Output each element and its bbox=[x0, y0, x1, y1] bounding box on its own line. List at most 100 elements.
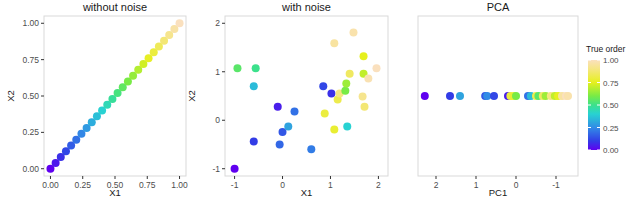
y-tick bbox=[41, 132, 44, 133]
point bbox=[233, 64, 241, 72]
point bbox=[564, 92, 572, 100]
panel-title: without noise bbox=[82, 1, 147, 13]
color-bar-tick bbox=[597, 150, 600, 151]
color-bar-tick bbox=[588, 105, 591, 106]
color-bar-tick bbox=[597, 105, 600, 106]
x-tick bbox=[476, 176, 477, 179]
x-axis-label: X1 bbox=[301, 187, 313, 198]
point bbox=[364, 75, 372, 83]
color-bar-tick bbox=[588, 150, 591, 151]
x-tick bbox=[378, 176, 379, 179]
color-bar-tick bbox=[597, 127, 600, 128]
color-bar-label: 0.00 bbox=[603, 146, 619, 155]
point bbox=[307, 145, 315, 153]
point bbox=[456, 92, 464, 100]
point bbox=[349, 28, 357, 36]
panel-title: PCA bbox=[487, 1, 510, 13]
x-tick bbox=[516, 176, 517, 179]
x-tick bbox=[234, 176, 235, 179]
color-bar-label: 0.75 bbox=[603, 79, 619, 88]
panel: without noise0.000.250.500.751.000.000.2… bbox=[5, 1, 188, 198]
y-tick bbox=[41, 23, 44, 24]
y-tick-label: 0.00 bbox=[22, 164, 39, 174]
y-tick bbox=[41, 168, 44, 169]
y-tick-label: 1 bbox=[215, 67, 220, 77]
y-axis-label: X2 bbox=[186, 90, 197, 102]
x-tick bbox=[115, 176, 116, 179]
color-bar-title: True order bbox=[586, 44, 626, 54]
y-tick bbox=[41, 59, 44, 60]
point bbox=[446, 92, 454, 100]
points bbox=[46, 19, 183, 172]
point bbox=[346, 70, 354, 78]
point bbox=[343, 123, 351, 131]
point bbox=[176, 19, 184, 27]
point bbox=[372, 64, 380, 72]
color-bar-tick bbox=[588, 82, 591, 83]
y-tick-label: 0.75 bbox=[22, 55, 39, 65]
y-tick-label: 0 bbox=[215, 115, 220, 125]
x-tick bbox=[436, 176, 437, 179]
y-tick-label: 0.25 bbox=[22, 127, 39, 137]
color-bar: True order0.000.250.500.751.00 bbox=[586, 44, 626, 155]
point bbox=[512, 92, 520, 100]
y-tick-label: 1.00 bbox=[22, 18, 39, 28]
y-tick bbox=[222, 120, 225, 121]
color-bar-gradient bbox=[588, 60, 600, 150]
x-tick-label: 1 bbox=[474, 180, 479, 190]
x-tick-label: 0.75 bbox=[139, 180, 156, 190]
x-tick bbox=[282, 176, 283, 179]
point bbox=[291, 108, 299, 116]
y-tick-label: 2 bbox=[215, 18, 220, 28]
panel-title: with noise bbox=[281, 1, 331, 13]
panel: with noise-1012-1012X1X2 bbox=[186, 1, 388, 198]
points bbox=[231, 28, 381, 172]
color-bar-label: 0.50 bbox=[603, 101, 619, 110]
point bbox=[341, 87, 349, 95]
point bbox=[327, 90, 335, 98]
point bbox=[252, 64, 260, 72]
y-tick-label: 0.50 bbox=[22, 91, 39, 101]
x-tick-label: 1.00 bbox=[171, 180, 188, 190]
x-tick bbox=[50, 176, 51, 179]
color-bar-label: 0.25 bbox=[603, 124, 619, 133]
x-tick-label: -1 bbox=[231, 180, 239, 190]
x-tick-label: 1 bbox=[328, 180, 333, 190]
x-tick bbox=[556, 176, 557, 179]
x-tick bbox=[82, 176, 83, 179]
point bbox=[330, 39, 338, 47]
color-bar-tick bbox=[588, 127, 591, 128]
color-bar-tick bbox=[597, 82, 600, 83]
point bbox=[284, 123, 292, 131]
y-tick bbox=[222, 71, 225, 72]
x-tick-label: -1 bbox=[552, 180, 560, 190]
point bbox=[250, 138, 258, 146]
x-axis-label: X1 bbox=[109, 187, 121, 198]
y-tick bbox=[41, 96, 44, 97]
x-tick-label: 0.25 bbox=[74, 180, 91, 190]
x-tick-label: 0 bbox=[514, 180, 519, 190]
point bbox=[321, 109, 329, 117]
point bbox=[250, 82, 258, 90]
points bbox=[421, 92, 572, 100]
x-tick bbox=[179, 176, 180, 179]
y-tick bbox=[222, 23, 225, 24]
point bbox=[359, 92, 367, 100]
point bbox=[360, 52, 368, 60]
y-axis-label: X2 bbox=[5, 90, 16, 102]
point bbox=[342, 79, 350, 87]
point bbox=[421, 92, 429, 100]
x-tick bbox=[330, 176, 331, 179]
plot-frame bbox=[418, 16, 578, 176]
color-bar-tick bbox=[597, 60, 600, 61]
point bbox=[274, 103, 282, 111]
point bbox=[319, 82, 327, 90]
color-bar-tick bbox=[588, 60, 591, 61]
panel: PCA 2 1 0 -1 PC1 bbox=[418, 1, 578, 198]
x-tick-label: 2 bbox=[434, 180, 439, 190]
point bbox=[330, 125, 338, 133]
x-tick-label: 0 bbox=[280, 180, 285, 190]
point bbox=[231, 165, 239, 173]
plot-frame bbox=[225, 16, 388, 176]
x-axis-label: PC1 bbox=[489, 187, 507, 198]
